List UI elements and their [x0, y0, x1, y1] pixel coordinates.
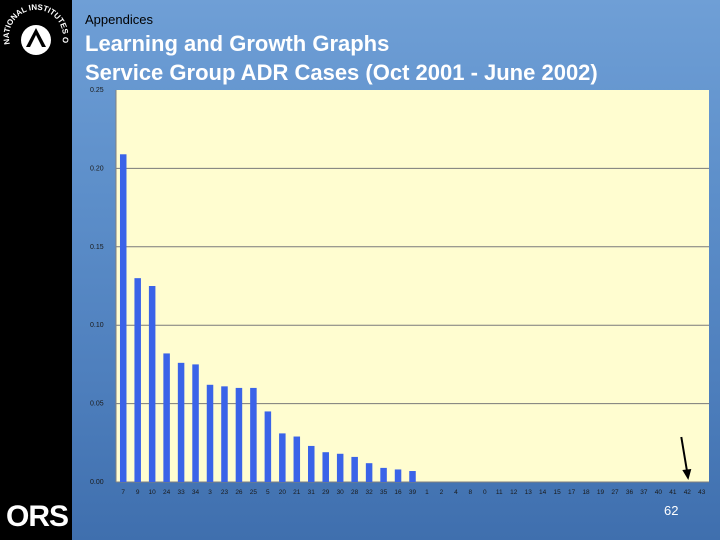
- x-tick-label: 39: [409, 489, 417, 496]
- bar-3: [206, 384, 214, 482]
- bar-32: [365, 463, 373, 482]
- x-tick-label: 20: [279, 489, 287, 496]
- x-tick-label: 33: [177, 489, 185, 496]
- x-tick-label: 36: [626, 489, 634, 496]
- x-tick-label: 35: [380, 489, 388, 496]
- nih-seal-icon: NATIONAL INSTITUTES OF HEALTH: [2, 4, 70, 55]
- x-tick-label: 34: [192, 489, 200, 496]
- bar-35: [380, 467, 387, 482]
- bar-30: [336, 453, 344, 482]
- x-tick-label: 14: [539, 489, 547, 496]
- x-tick-label: 29: [322, 489, 330, 496]
- x-tick-label: 23: [221, 489, 229, 496]
- bar-24: [163, 353, 170, 482]
- x-tick-label: 16: [394, 489, 402, 496]
- bar-21: [293, 436, 301, 482]
- x-tick-label: 21: [293, 489, 301, 496]
- bar-16: [394, 469, 402, 482]
- plot-area: [116, 90, 709, 482]
- bar-29: [322, 452, 329, 482]
- x-tick-label: 19: [597, 489, 605, 496]
- bar-25: [250, 387, 257, 482]
- x-tick-label: 31: [308, 489, 316, 496]
- page-number: 62: [664, 503, 679, 518]
- x-tick-label: 7: [121, 489, 125, 496]
- bar-9: [134, 278, 141, 482]
- bar-20: [279, 433, 286, 482]
- y-tick-label: 0.15: [90, 244, 104, 251]
- y-tick-label: 0.00: [90, 479, 104, 486]
- y-tick-label: 0.10: [90, 322, 104, 329]
- x-tick-label: 27: [611, 489, 619, 496]
- bar-39: [409, 471, 416, 482]
- bar-33: [177, 362, 185, 482]
- x-tick-label: 26: [235, 489, 243, 496]
- x-tick-label: 25: [250, 489, 258, 496]
- x-tick-label: 37: [640, 489, 648, 496]
- bar-26: [235, 387, 243, 482]
- x-tick-label: 10: [149, 489, 157, 496]
- x-tick-label: 0: [483, 489, 487, 496]
- y-tick-label: 0.25: [90, 87, 104, 94]
- x-tick-label: 42: [684, 489, 692, 496]
- x-tick-label: 15: [554, 489, 562, 496]
- x-tick-label: 3: [208, 489, 212, 496]
- bar-23: [221, 386, 228, 482]
- x-tick-label: 2: [440, 489, 444, 496]
- x-tick-label: 41: [669, 489, 677, 496]
- annotation-arrow-shaft: [680, 436, 689, 474]
- x-tick-label: 4: [454, 489, 458, 496]
- x-tick-label: 24: [163, 489, 171, 496]
- x-tick-label: 13: [525, 489, 533, 496]
- page-title-line1: Learning and Growth Graphs: [85, 31, 390, 56]
- x-tick-label: 18: [582, 489, 590, 496]
- ors-logo: ORS: [6, 500, 69, 533]
- x-tick-label: 1: [425, 489, 429, 496]
- page-title-line2: Service Group ADR Cases (Oct 2001 - June…: [85, 60, 598, 85]
- bar-31: [308, 445, 315, 482]
- x-tick-label: 43: [698, 489, 706, 496]
- bar-34: [192, 364, 199, 482]
- x-tick-label: 9: [136, 489, 140, 496]
- bar-7: [119, 154, 127, 482]
- x-tick-label: 30: [337, 489, 345, 496]
- sidebar: NATIONAL INSTITUTES OF HEALTH ORS: [0, 0, 72, 540]
- x-tick-label: 8: [469, 489, 473, 496]
- x-tick-label: 28: [351, 489, 359, 496]
- bar-5: [264, 411, 272, 482]
- section-label: Appendices: [85, 12, 153, 27]
- y-tick-label: 0.05: [90, 401, 104, 408]
- x-tick-label: 32: [365, 489, 373, 496]
- x-tick-label: 12: [510, 489, 518, 496]
- y-tick-label: 0.20: [90, 165, 104, 172]
- bar-28: [351, 456, 358, 482]
- x-tick-label: 5: [266, 489, 270, 496]
- annotation-arrow-head: [682, 469, 692, 480]
- bar-10: [148, 286, 156, 482]
- x-tick-label: 11: [496, 489, 503, 496]
- x-tick-label: 17: [568, 489, 576, 496]
- x-tick-label: 40: [655, 489, 663, 496]
